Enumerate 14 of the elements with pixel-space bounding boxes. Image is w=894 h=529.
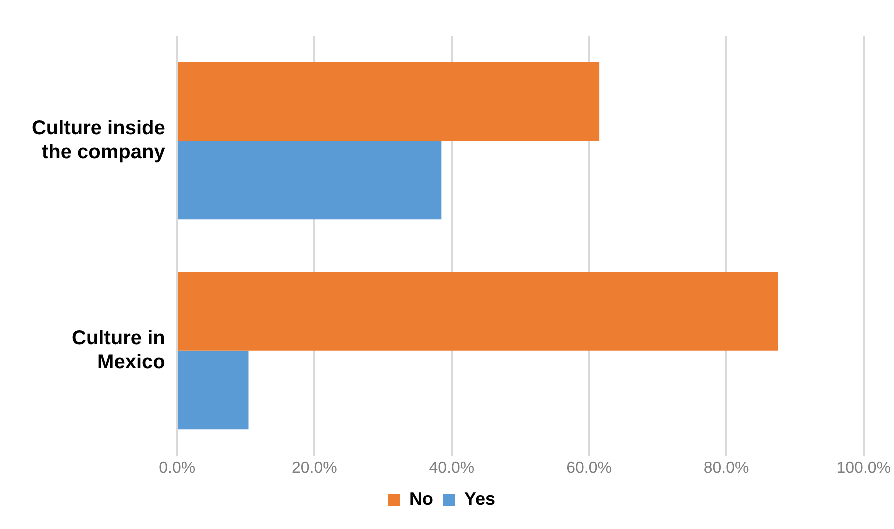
bar (178, 62, 600, 141)
bar (178, 350, 249, 430)
legend-label: Yes (464, 488, 496, 509)
x-tick-label: 60.0% (566, 460, 612, 477)
legend-label: No (409, 488, 434, 509)
x-tick-label: 40.0% (429, 460, 475, 477)
bar (178, 272, 778, 351)
x-tick-label: 80.0% (704, 460, 750, 477)
x-tick-label: 100.0% (836, 460, 891, 477)
y-tick-label: Culture in Mexico (72, 327, 166, 374)
bar (178, 140, 442, 220)
x-tick-label: 0.0% (159, 460, 196, 477)
y-tick-label: Culture inside the company (32, 117, 166, 164)
x-tick-label: 20.0% (292, 460, 338, 477)
